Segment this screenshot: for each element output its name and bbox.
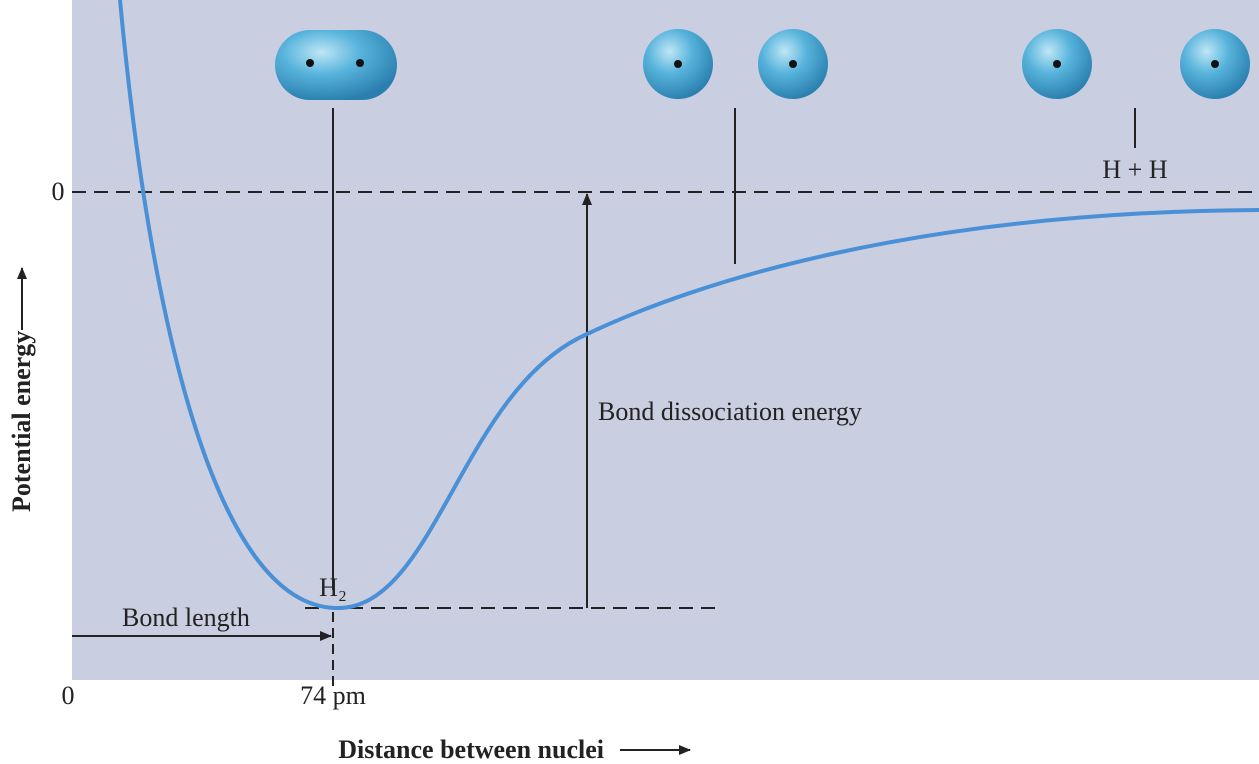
molecule-label: H₂ xyxy=(319,573,347,602)
plot-area xyxy=(72,0,1259,680)
x-zero-label: 0 xyxy=(62,681,75,710)
bond-energy-label: Bond dissociation energy xyxy=(598,397,862,426)
h2-molecule xyxy=(275,30,397,100)
x-axis-label: Distance between nuclei xyxy=(338,735,604,764)
potential-curve xyxy=(118,0,1259,611)
y-zero-label: 0 xyxy=(52,177,65,206)
separated-label: H + H xyxy=(1102,155,1167,184)
atoms-near xyxy=(643,29,828,99)
atoms-far xyxy=(1022,29,1250,99)
x-mark-label: 74 pm xyxy=(300,681,366,710)
bond-length-label: Bond length xyxy=(122,603,250,632)
y-axis-label: Potential energy xyxy=(7,331,36,512)
